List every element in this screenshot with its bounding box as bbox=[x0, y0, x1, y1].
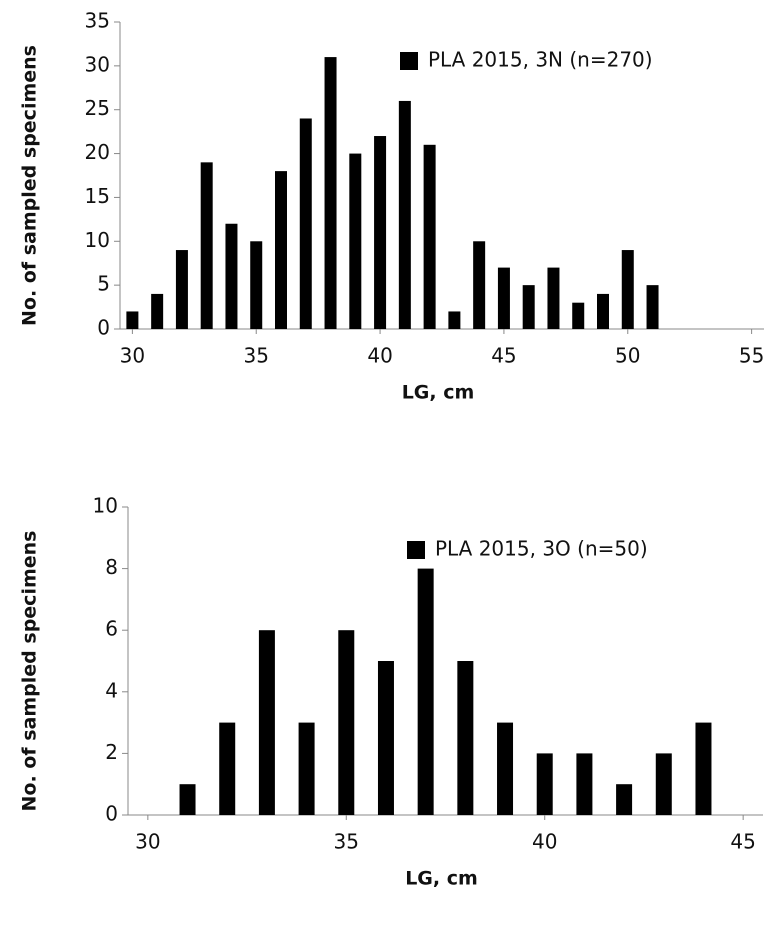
y-tick-label: 4 bbox=[105, 678, 118, 702]
bar bbox=[258, 630, 275, 815]
bar bbox=[473, 241, 486, 329]
bar bbox=[175, 250, 188, 329]
y-tick-label: 0 bbox=[97, 316, 110, 340]
bar bbox=[497, 722, 514, 815]
bar bbox=[374, 136, 387, 329]
bar bbox=[338, 630, 355, 815]
x-tick-label: 30 bbox=[120, 344, 145, 368]
bar bbox=[536, 753, 553, 815]
y-tick-label: 35 bbox=[85, 9, 110, 33]
bar bbox=[225, 223, 238, 329]
x-tick-label: 35 bbox=[334, 830, 359, 854]
x-axis-label: LG, cm bbox=[402, 382, 475, 404]
legend-key bbox=[400, 52, 418, 70]
y-tick-label: 10 bbox=[93, 494, 118, 518]
bar bbox=[597, 293, 609, 329]
bar bbox=[457, 661, 474, 815]
x-tick-label: 45 bbox=[491, 344, 516, 368]
x-tick-label: 40 bbox=[367, 344, 392, 368]
y-tick-label: 5 bbox=[97, 272, 110, 296]
bar bbox=[423, 144, 436, 329]
bar bbox=[621, 250, 634, 329]
y-axis-label: No. of sampled specimens bbox=[19, 531, 41, 812]
y-tick-label: 6 bbox=[105, 617, 118, 641]
bar bbox=[695, 722, 712, 815]
bar bbox=[275, 171, 287, 329]
bar bbox=[646, 285, 659, 329]
bar bbox=[497, 267, 510, 329]
bar bbox=[572, 302, 585, 329]
legend-label: PLA 2015, 3O (n=50) bbox=[435, 537, 648, 561]
x-tick-label: 35 bbox=[244, 344, 269, 368]
bar bbox=[126, 311, 139, 329]
y-tick-label: 8 bbox=[105, 555, 118, 579]
y-tick-label: 20 bbox=[85, 140, 110, 164]
bar bbox=[576, 753, 593, 815]
x-tick-label: 50 bbox=[615, 344, 640, 368]
bar bbox=[547, 267, 560, 329]
bar bbox=[219, 722, 236, 815]
y-axis-label: No. of sampled specimens bbox=[19, 45, 41, 326]
bar bbox=[298, 722, 315, 815]
bar bbox=[200, 162, 213, 329]
y-tick-label: 0 bbox=[105, 802, 118, 826]
bar bbox=[299, 118, 312, 329]
bar bbox=[151, 293, 164, 329]
x-axis-label: LG, cm bbox=[405, 868, 478, 890]
y-tick-label: 30 bbox=[85, 52, 110, 76]
bar bbox=[250, 241, 263, 329]
bar bbox=[616, 784, 633, 815]
x-tick-label: 55 bbox=[739, 344, 764, 368]
y-tick-label: 10 bbox=[85, 228, 110, 252]
bar bbox=[417, 568, 434, 815]
x-tick-label: 45 bbox=[730, 830, 755, 854]
bar bbox=[655, 753, 672, 815]
x-tick-label: 40 bbox=[532, 830, 557, 854]
legend-key bbox=[407, 541, 425, 559]
y-tick-label: 2 bbox=[105, 740, 118, 764]
bar bbox=[324, 57, 337, 329]
bar bbox=[398, 100, 411, 329]
y-tick-label: 25 bbox=[85, 96, 110, 120]
bar bbox=[448, 311, 461, 329]
bar bbox=[179, 784, 196, 815]
x-tick-label: 30 bbox=[135, 830, 160, 854]
y-tick-label: 15 bbox=[85, 184, 110, 208]
bar bbox=[349, 153, 362, 329]
bar bbox=[522, 285, 535, 329]
legend-label: PLA 2015, 3N (n=270) bbox=[428, 48, 653, 72]
bar bbox=[377, 661, 394, 815]
